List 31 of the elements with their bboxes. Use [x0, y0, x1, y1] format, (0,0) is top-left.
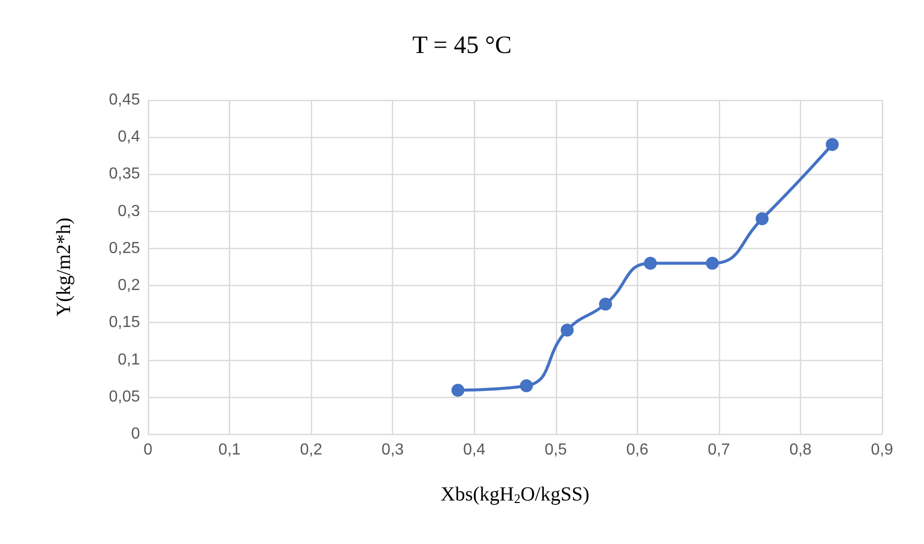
y-tick-label: 0,3: [118, 202, 140, 220]
y-tick-label: 0,45: [108, 92, 140, 108]
point: [826, 138, 839, 152]
y-axis-title: Y(kg/m2*h): [53, 218, 75, 316]
y-tick-label: 0,05: [108, 388, 140, 406]
x-tick-label: 0,1: [218, 442, 241, 458]
y-tick-label: 0,25: [108, 240, 140, 257]
x-tick-label: 0,8: [789, 442, 812, 458]
point: [520, 379, 533, 392]
point: [599, 298, 612, 311]
y-tick-label: 0,2: [118, 277, 140, 294]
y-tick-label: 0,35: [108, 166, 140, 183]
point: [644, 256, 657, 270]
y-tick-label: 0: [131, 426, 140, 442]
y-tick-label: 0,1: [118, 351, 140, 368]
x-tick-label: 0,7: [708, 442, 730, 458]
chart-title: T = 45 °C: [412, 32, 512, 59]
point: [560, 324, 574, 337]
x-axis-title: Xbs(kgH2O/kgSS): [440, 484, 590, 506]
point: [706, 256, 719, 270]
x-tick-label: 0,3: [382, 442, 404, 458]
x-tick-label: 0,2: [300, 442, 322, 458]
y-tick-label: 0,4: [118, 128, 140, 146]
x-tick-label: 0,6: [626, 442, 649, 458]
x-tick-label: 0,5: [544, 442, 567, 458]
x-tick-label: 0: [144, 442, 153, 458]
x-tick-label: 0,9: [870, 442, 894, 458]
point: [756, 212, 769, 226]
point: [451, 384, 464, 397]
y-tick-label: 0,15: [108, 314, 140, 332]
x-tick-label: 0,4: [463, 442, 486, 458]
